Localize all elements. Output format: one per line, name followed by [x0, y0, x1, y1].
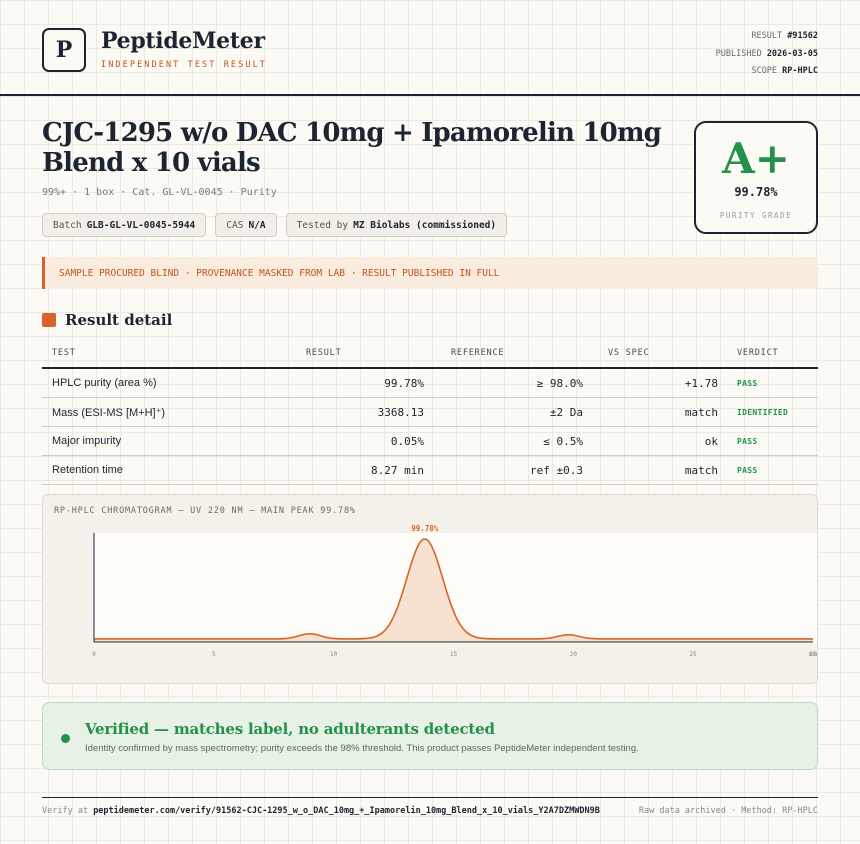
result-detail-heading: Result detail: [42, 311, 172, 329]
verify-prefix: Verify at: [42, 806, 89, 816]
grade-label: PURITY GRADE: [719, 211, 793, 220]
cell-test: Retention time: [42, 455, 296, 485]
cell-test: Mass (ESI-MS [M+H]⁺): [42, 397, 296, 427]
x-tick-label: 10: [330, 651, 338, 658]
verified-dot-icon: [61, 734, 70, 743]
chromatogram-line: [94, 538, 813, 640]
product-title: CJC-1295 w/o DAC 10mg + Ipamorelin 10mg …: [42, 118, 662, 178]
table-row: Retention time 8.27 min ref ±0.3 match P…: [42, 455, 818, 485]
main-peak-label: 99.78%: [411, 524, 439, 533]
verify-link[interactable]: peptidemeter.com/verify/91562-CJC-1295_w…: [93, 806, 600, 816]
cas-value: N/A: [248, 219, 266, 231]
cell-result: 3368.13: [296, 397, 431, 427]
table-row: Major impurity 0.05% ≤ 0.5% ok PASS: [42, 426, 818, 456]
brand-name: PeptideMeter: [101, 28, 265, 54]
procurement-notice: SAMPLE PROCURED BLIND · PROVENANCE MASKE…: [42, 257, 818, 289]
section-marker-icon: [42, 313, 56, 327]
meta-scope-value: RP-HPLC: [782, 66, 818, 76]
x-tick-label: 25: [690, 651, 698, 658]
cell-vs-spec: ok: [590, 426, 725, 456]
purity-grade-card: A+ 99.78% PURITY GRADE: [694, 121, 818, 234]
x-tick-label: 0: [92, 651, 96, 658]
grade-letter: A+: [722, 134, 790, 183]
col-header-verdict: VERDICT: [725, 339, 818, 369]
brand-tagline: INDEPENDENT TEST RESULT: [101, 60, 268, 70]
verdict-badge: PASS: [737, 379, 758, 388]
verdict-badge: PASS: [737, 466, 758, 475]
cell-reference: ±2 Da: [431, 397, 590, 427]
meta-published: PUBLISHED 2026-03-05: [716, 46, 818, 64]
meta-published-label: PUBLISHED: [715, 48, 762, 59]
batch-value: GLB-GL-VL-0045-5944: [86, 219, 196, 231]
batch-chip: Batch GLB-GL-VL-0045-5944: [42, 213, 207, 237]
logo-mark: P: [42, 28, 86, 72]
col-header-vs-spec: VS SPEC: [590, 339, 725, 369]
batch-label: Batch: [53, 219, 82, 231]
footer-method: Raw data archived · Method: RP-HPLC: [638, 806, 818, 816]
x-tick-label: 20: [570, 651, 578, 658]
meta-result-value: #91562: [787, 31, 818, 41]
cell-reference: ref ±0.3: [431, 455, 590, 485]
table-row: Mass (ESI-MS [M+H]⁺) 3368.13 ±2 Da match…: [42, 397, 818, 427]
footer-verify: Verify at peptidemeter.com/verify/91562-…: [42, 806, 600, 816]
product-subline: 99%+ · 1 box · Cat. GL-VL-0045 · Purity: [42, 187, 277, 198]
x-tick-label: 5: [212, 651, 216, 658]
meta-result: RESULT #91562: [716, 28, 818, 46]
col-header-result: RESULT: [296, 339, 431, 369]
verified-description: Identity confirmed by mass spectrometry;…: [85, 743, 639, 754]
grade-value: 99.78%: [734, 185, 778, 199]
cell-reference: ≤ 0.5%: [431, 426, 590, 456]
cell-vs-spec: match: [590, 455, 725, 485]
chromatogram-fill: [94, 539, 813, 642]
col-header-test: TEST: [42, 339, 296, 369]
tested-value: MZ Biolabs (commissioned): [353, 219, 497, 231]
section-title: Result detail: [65, 311, 173, 329]
footer-divider: [42, 797, 818, 798]
verified-banner: Verified — matches label, no adulterants…: [42, 702, 818, 770]
cell-result: 8.27 min: [296, 455, 431, 485]
cell-reference: ≥ 98.0%: [431, 368, 590, 398]
results-table: TEST RESULT REFERENCE VS SPEC VERDICT HP…: [42, 339, 818, 485]
tested-by-chip: Tested by MZ Biolabs (commissioned): [285, 213, 508, 237]
product-chips: Batch GLB-GL-VL-0045-5944 CAS N/A Tested b…: [42, 213, 508, 237]
table-header-row: TEST RESULT REFERENCE VS SPEC VERDICT: [42, 339, 818, 369]
x-unit-label: min: [809, 651, 818, 658]
cas-chip: CAS N/A: [215, 213, 277, 237]
x-tick-label: 30: [809, 651, 817, 658]
cell-vs-spec: match: [590, 397, 725, 427]
meta-scope: SCOPE RP-HPLC: [716, 63, 818, 81]
cell-result: 0.05%: [296, 426, 431, 456]
verdict-badge: PASS: [737, 437, 758, 446]
cell-vs-spec: +1.78: [590, 368, 725, 398]
meta-published-value: 2026-03-05: [766, 48, 818, 59]
cell-test: Major impurity: [42, 426, 296, 456]
chromatogram-title: RP-HPLC CHROMATOGRAM — UV 220 NM — MAIN …: [54, 506, 356, 516]
meta-scope-label: SCOPE: [751, 66, 778, 76]
x-tick-label: 15: [450, 651, 458, 658]
verified-title: Verified — matches label, no adulterants…: [85, 720, 495, 738]
result-meta: RESULT #91562 PUBLISHED 2026-03-05 SCOPE…: [716, 28, 818, 81]
cas-label: CAS: [226, 219, 244, 231]
table-row: HPLC purity (area %) 99.78% ≥ 98.0% +1.7…: [42, 368, 818, 398]
verdict-badge: IDENTIFIED: [737, 408, 789, 417]
cell-test: HPLC purity (area %): [42, 368, 296, 398]
tested-label: Tested by: [296, 219, 349, 231]
meta-result-label: RESULT: [751, 31, 783, 41]
report-header: P PeptideMeter INDEPENDENT TEST RESULT R…: [0, 0, 860, 96]
chromatogram-panel: RP-HPLC CHROMATOGRAM — UV 220 NM — MAIN …: [42, 494, 818, 684]
col-header-reference: REFERENCE: [431, 339, 590, 369]
cell-result: 99.78%: [296, 368, 431, 398]
